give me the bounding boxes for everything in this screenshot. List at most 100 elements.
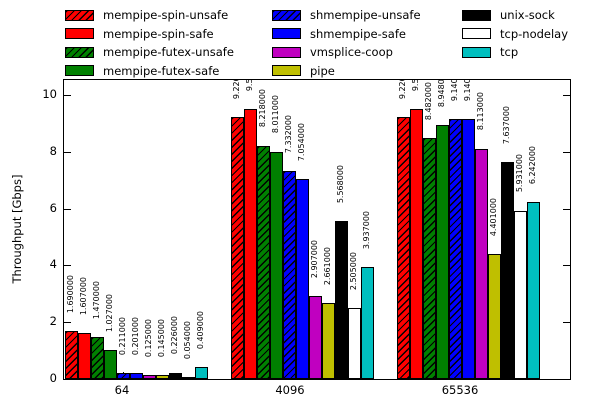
bar-value-label-mempipe-futex-unsafe-4096: 8.218000 bbox=[258, 89, 267, 128]
y-tick-label-4: 4 bbox=[49, 257, 57, 272]
bar-tcp-nodelay-64 bbox=[182, 377, 195, 379]
legend-swatch-shmempipe-safe bbox=[272, 28, 301, 40]
bar-shmempipe-unsafe-4096 bbox=[283, 170, 296, 379]
bar-mempipe-spin-unsafe-65536 bbox=[397, 117, 410, 379]
bar-value-label-mempipe-spin-unsafe-4096: 9.220000 bbox=[232, 79, 241, 100]
bar-value-label-unix-sock-65536: 7.637000 bbox=[502, 105, 511, 145]
bar-value-label-unix-sock-4096: 5.568000 bbox=[336, 164, 345, 203]
bar-shmempipe-unsafe-64 bbox=[117, 373, 130, 379]
bar-value-label-mempipe-futex-safe-64: 1.027000 bbox=[105, 293, 114, 332]
legend-item-vmsplice-coop: vmsplice-coop bbox=[272, 46, 393, 58]
bar-unix-sock-4096 bbox=[335, 220, 348, 379]
bar-pipe-65536 bbox=[488, 254, 501, 379]
legend-swatch-unix-sock bbox=[462, 9, 491, 21]
bar-value-label-shmempipe-safe-64: 0.201000 bbox=[131, 317, 140, 356]
plot-area: 1.690000 9.220000 9.220000 1.607000 9.520000… bbox=[63, 79, 571, 380]
legend-label-shmempipe-safe: shmempipe-safe bbox=[310, 26, 406, 41]
bar-value-label-shmempipe-safe-4096: 7.054000 bbox=[297, 122, 306, 161]
legend-swatch-tcp bbox=[462, 46, 491, 58]
legend-item-shmempipe-safe: shmempipe-safe bbox=[272, 28, 406, 40]
bar-value-label-vmsplice-coop-64: 0.125000 bbox=[144, 319, 153, 358]
bar-value-label-shmempipe-unsafe-65536: 9.140000 bbox=[450, 79, 459, 102]
y-tick-left-4 bbox=[64, 265, 71, 267]
y-tick-right-4 bbox=[563, 265, 570, 267]
legend-label-tcp: tcp bbox=[500, 45, 519, 60]
legend-item-unix-sock: unix-sock bbox=[462, 9, 555, 21]
x-tick-label-65536: 65536 bbox=[441, 383, 479, 397]
bar-value-label-tcp-nodelay-4096: 2.505000 bbox=[349, 251, 358, 290]
y-tick-label-2: 2 bbox=[49, 314, 57, 329]
bar-unix-sock-65536 bbox=[501, 162, 514, 379]
bar-value-label-mempipe-spin-unsafe-65536: 9.220000 bbox=[398, 79, 407, 100]
y-tick-label-8: 8 bbox=[49, 143, 57, 158]
y-tick-label-10: 10 bbox=[42, 87, 57, 102]
y-tick-right-10 bbox=[563, 95, 570, 97]
bar-unix-sock-64 bbox=[169, 372, 182, 379]
bar-value-label-mempipe-spin-safe-4096: 9.520000 bbox=[245, 80, 255, 91]
y-tick-right-6 bbox=[563, 208, 570, 210]
legend-swatch-mempipe-spin-safe bbox=[65, 28, 94, 40]
bar-pipe-4096 bbox=[322, 303, 335, 379]
x-tick-label-4096: 4096 bbox=[275, 383, 305, 397]
bar-mempipe-futex-unsafe-65536 bbox=[423, 138, 436, 379]
legend-label-shmempipe-unsafe: shmempipe-unsafe bbox=[310, 8, 421, 22]
bar-value-label-mempipe-futex-unsafe-65536: 8.482000 bbox=[424, 81, 433, 121]
bar-mempipe-futex-safe-64 bbox=[104, 349, 117, 379]
bar-shmempipe-safe-64 bbox=[130, 373, 143, 379]
bar-tcp-4096 bbox=[361, 267, 374, 379]
legend-swatch-vmsplice-coop bbox=[272, 46, 301, 58]
y-tick-right-8 bbox=[563, 151, 570, 153]
y-tick-label-6: 6 bbox=[49, 200, 57, 215]
bar-vmsplice-coop-65536 bbox=[475, 148, 488, 379]
bar-shmempipe-unsafe-65536 bbox=[449, 119, 462, 379]
legend-label-mempipe-spin-unsafe: mempipe-spin-unsafe bbox=[103, 8, 229, 22]
bar-value-label-tcp-nodelay-65536: 5.931000 bbox=[515, 154, 524, 193]
y-tick-left-6 bbox=[64, 208, 71, 210]
bar-mempipe-spin-safe-4096 bbox=[244, 108, 257, 379]
bar-value-label-tcp-4096: 3.937000 bbox=[362, 211, 371, 250]
bar-value-label-tcp-nodelay-64: 0.054000 bbox=[183, 321, 192, 360]
bar-pipe-64 bbox=[156, 374, 169, 379]
x-tick-label-64: 64 bbox=[114, 383, 130, 397]
bar-value-label-mempipe-spin-safe-64: 1.607000 bbox=[79, 277, 88, 316]
legend-item-tcp: tcp bbox=[462, 46, 518, 58]
bar-mempipe-futex-unsafe-4096 bbox=[257, 145, 270, 379]
bar-mempipe-spin-unsafe-4096 bbox=[231, 117, 244, 379]
bar-value-label-mempipe-futex-safe-4096: 8.011000 bbox=[271, 95, 280, 134]
legend-item-mempipe-spin-unsafe: mempipe-spin-unsafe bbox=[65, 9, 228, 21]
legend-swatch-mempipe-spin-unsafe bbox=[65, 9, 94, 21]
bar-mempipe-futex-safe-65536 bbox=[436, 124, 449, 379]
bar-shmempipe-safe-4096 bbox=[296, 178, 309, 379]
bar-value-label-mempipe-spin-safe-65536: 9.520000 bbox=[411, 80, 421, 91]
bar-vmsplice-coop-4096 bbox=[309, 296, 322, 379]
legend-label-vmsplice-coop: vmsplice-coop bbox=[310, 45, 393, 60]
y-tick-left-8 bbox=[64, 151, 71, 153]
legend-label-unix-sock: unix-sock bbox=[500, 8, 555, 22]
y-tick-right-2 bbox=[563, 322, 570, 324]
bar-mempipe-spin-unsafe-64 bbox=[65, 331, 78, 379]
legend-item-tcp-nodelay: tcp-nodelay bbox=[462, 28, 568, 40]
legend-item-pipe: pipe bbox=[272, 65, 335, 77]
bar-mempipe-futex-safe-4096 bbox=[270, 151, 283, 379]
bar-vmsplice-coop-64 bbox=[143, 375, 156, 379]
bar-mempipe-spin-safe-65536 bbox=[410, 108, 423, 379]
legend-label-tcp-nodelay: tcp-nodelay bbox=[500, 26, 569, 41]
legend-item-mempipe-spin-safe: mempipe-spin-safe bbox=[65, 28, 214, 40]
bar-shmempipe-safe-65536 bbox=[462, 119, 475, 379]
legend-label-mempipe-futex-unsafe: mempipe-futex-unsafe bbox=[103, 45, 234, 60]
bar-value-label-pipe-65536: 4.401000 bbox=[489, 197, 498, 237]
bar-value-label-tcp-64: 0.409000 bbox=[196, 311, 205, 350]
bar-tcp-nodelay-4096 bbox=[348, 307, 361, 379]
y-tick-left-10 bbox=[64, 95, 71, 97]
legend-label-pipe: pipe bbox=[310, 63, 335, 78]
legend-item-shmempipe-unsafe: shmempipe-unsafe bbox=[272, 9, 421, 21]
bar-value-label-mempipe-futex-safe-65536: 8.948000 bbox=[437, 79, 446, 107]
legend-label-mempipe-spin-safe: mempipe-spin-safe bbox=[103, 26, 214, 41]
legend-swatch-mempipe-futex-safe bbox=[65, 65, 94, 77]
bar-tcp-64 bbox=[195, 367, 208, 379]
bar-value-label-vmsplice-coop-4096: 2.907000 bbox=[310, 240, 319, 279]
bar-mempipe-spin-safe-64 bbox=[78, 333, 91, 379]
legend-swatch-mempipe-futex-unsafe bbox=[65, 46, 94, 58]
legend-swatch-tcp-nodelay bbox=[462, 28, 491, 40]
